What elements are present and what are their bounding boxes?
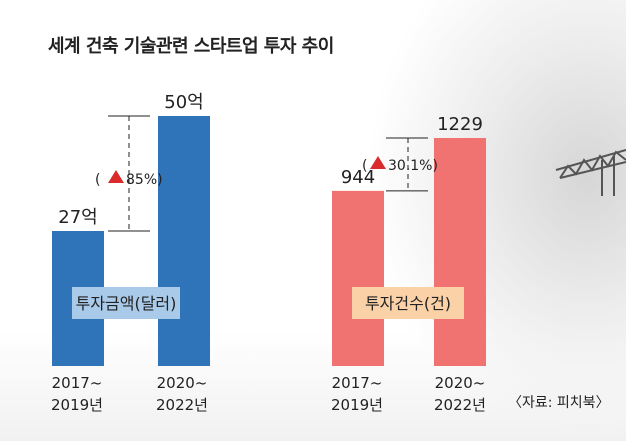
x-tick-count-1-line2: 2022년 bbox=[434, 396, 486, 414]
chart-title: 세계 건축 기술관련 스타트업 투자 추이 bbox=[48, 36, 334, 57]
series-label-count: 투자건수(건) bbox=[365, 294, 451, 313]
background-haze bbox=[0, 330, 626, 441]
growth-open-paren: ( bbox=[95, 172, 100, 188]
bar-count-2020-2022 bbox=[434, 138, 486, 366]
growth-open-paren-count: ( bbox=[362, 158, 367, 174]
series-label-investment: 투자금액(달러) bbox=[76, 294, 177, 313]
x-tick-investment-0-line2: 2019년 bbox=[51, 396, 103, 414]
value-label-50: 50억 bbox=[164, 92, 203, 113]
investment-count-chart: 944 1229 ( 30.1%) 투자건수(건) 2017~ 2019년 20… bbox=[331, 114, 486, 414]
up-triangle-icon-count bbox=[370, 156, 386, 169]
x-tick-count-0-line1: 2017~ bbox=[332, 374, 383, 392]
series-label-box-count bbox=[352, 287, 464, 319]
x-tick-count-0-line2: 2019년 bbox=[331, 396, 383, 414]
x-tick-investment-0-line1: 2017~ bbox=[52, 374, 103, 392]
bar-count-2017-2019 bbox=[332, 190, 384, 366]
growth-bracket-investment bbox=[108, 115, 150, 232]
x-tick-count-1-line1: 2020~ bbox=[435, 374, 486, 392]
investment-amount-chart: 27억 50억 ( 85%) 투자금액(달러) 2017~ 2019년 2020… bbox=[51, 92, 210, 414]
growth-bracket-count bbox=[386, 137, 428, 192]
growth-label-count: 30.1%) bbox=[388, 158, 438, 174]
x-tick-investment-1-line2: 2022년 bbox=[156, 396, 208, 414]
value-label-27: 27억 bbox=[58, 207, 97, 228]
source-note: 〈자료: 피치북〉 bbox=[508, 395, 610, 411]
x-tick-investment-1-line1: 2020~ bbox=[157, 374, 208, 392]
bar-investment-2020-2022 bbox=[158, 116, 210, 366]
value-label-1229: 1229 bbox=[437, 114, 483, 135]
value-label-944: 944 bbox=[341, 167, 375, 188]
crane-illustration bbox=[555, 149, 626, 196]
growth-label-investment: 85%) bbox=[126, 172, 163, 188]
up-triangle-icon bbox=[108, 170, 124, 183]
series-label-box-investment bbox=[72, 287, 180, 319]
